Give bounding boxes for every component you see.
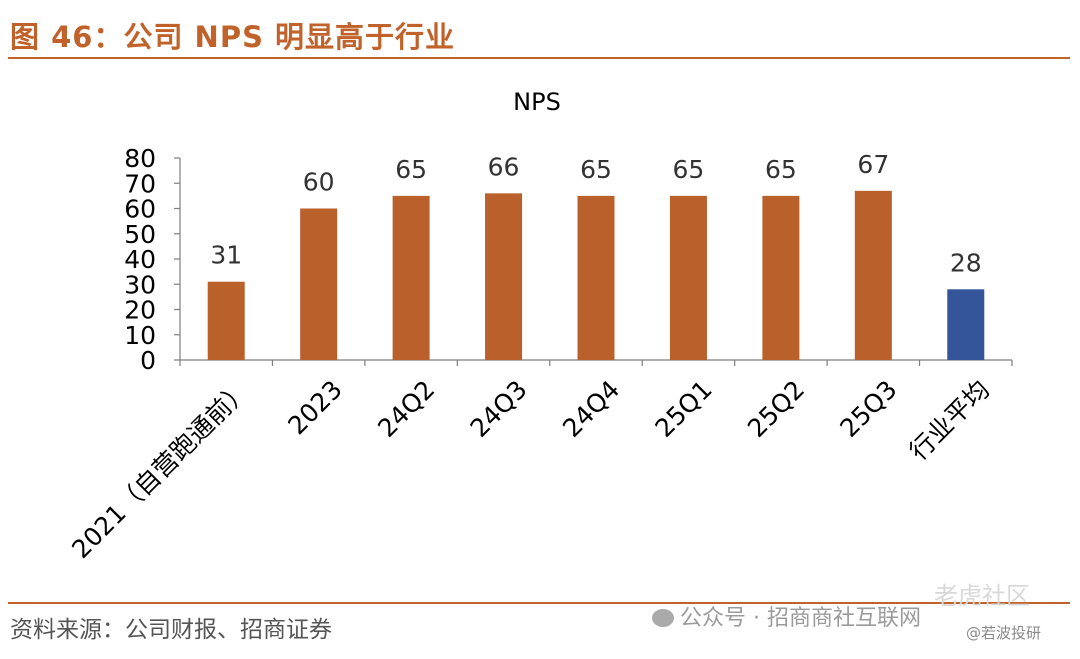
category-label: 25Q2 bbox=[742, 375, 810, 443]
wechat-watermark: 公众号 · 招商商社互联网 bbox=[652, 600, 921, 632]
y-tick-label: 50 bbox=[124, 220, 156, 249]
bar bbox=[485, 193, 523, 360]
category-label: 25Q3 bbox=[834, 375, 902, 443]
handle-watermark: @若波投研 bbox=[966, 624, 1042, 642]
bar bbox=[207, 281, 245, 360]
wechat-watermark-text: 公众号 · 招商商社互联网 bbox=[680, 606, 921, 631]
y-tick-label: 10 bbox=[124, 321, 156, 350]
bar bbox=[947, 289, 985, 360]
figure-title: 图 46：公司 NPS 明显高于行业 bbox=[10, 20, 456, 54]
category-label: 24Q4 bbox=[557, 375, 625, 443]
bar bbox=[392, 195, 430, 360]
bar bbox=[854, 190, 892, 360]
y-tick-label: 70 bbox=[124, 169, 156, 198]
y-tick-label: 40 bbox=[124, 245, 156, 274]
source-note: 资料来源：公司财报、招商证券 bbox=[10, 617, 332, 643]
y-tick-label: 60 bbox=[124, 195, 156, 224]
title-divider bbox=[8, 57, 1070, 59]
bars bbox=[207, 190, 985, 360]
bar bbox=[762, 195, 800, 360]
value-labels: 31 60 65 66 65 65 65 67 28 bbox=[210, 150, 981, 277]
bar bbox=[577, 195, 615, 360]
y-tick-label: 20 bbox=[124, 296, 156, 325]
bar bbox=[300, 208, 338, 360]
data-label: 65 bbox=[765, 155, 797, 184]
chart-title: NPS bbox=[513, 88, 561, 116]
category-label: 2023 bbox=[282, 375, 347, 440]
data-label: 65 bbox=[395, 155, 427, 184]
data-label: 66 bbox=[488, 152, 520, 181]
data-label: 67 bbox=[857, 150, 889, 179]
category-label: 24Q3 bbox=[465, 375, 533, 443]
brand-watermark: 老虎社区 bbox=[934, 582, 1030, 610]
data-label: 31 bbox=[210, 241, 242, 270]
data-label: 65 bbox=[580, 155, 612, 184]
x-axis bbox=[179, 359, 1013, 366]
category-label: 25Q1 bbox=[650, 375, 718, 443]
y-tick-label: 30 bbox=[124, 270, 156, 299]
category-label: 24Q2 bbox=[372, 375, 440, 443]
data-label: 60 bbox=[303, 168, 335, 197]
category-labels: 2021（自营跑通前） 2023 24Q2 24Q3 24Q4 25Q1 25Q2 25Q3 行… bbox=[66, 375, 995, 564]
y-tick-label: 0 bbox=[140, 346, 156, 375]
data-label: 28 bbox=[950, 248, 982, 277]
category-label: 2021（自营跑通前） bbox=[66, 375, 255, 564]
category-label: 行业平均 bbox=[904, 375, 995, 466]
footer-divider bbox=[8, 602, 1070, 604]
bar bbox=[669, 195, 707, 360]
data-label: 65 bbox=[673, 155, 705, 184]
wechat-icon bbox=[652, 609, 674, 627]
y-tick-label: 80 bbox=[124, 144, 156, 173]
